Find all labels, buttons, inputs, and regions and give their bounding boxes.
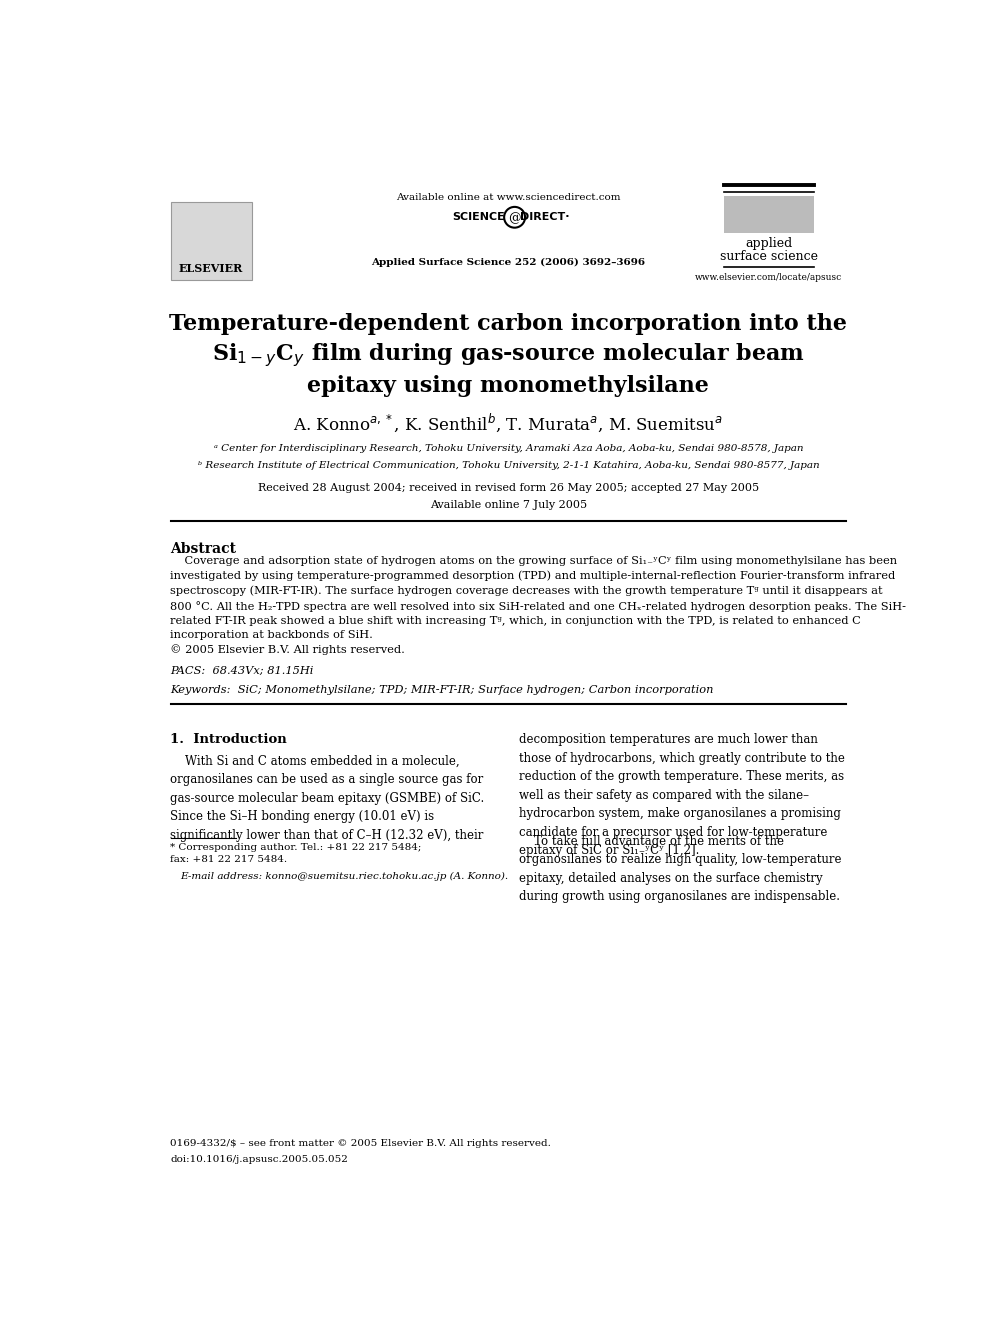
- Text: Temperature-dependent carbon incorporation into the: Temperature-dependent carbon incorporati…: [170, 314, 847, 335]
- Text: * Corresponding author. Tel.: +81 22 217 5484;
fax: +81 22 217 5484.: * Corresponding author. Tel.: +81 22 217…: [171, 843, 422, 864]
- Text: Available online 7 July 2005: Available online 7 July 2005: [430, 500, 587, 511]
- Text: Applied Surface Science 252 (2006) 3692–3696: Applied Surface Science 252 (2006) 3692–…: [371, 258, 646, 267]
- Text: ELSEVIER: ELSEVIER: [179, 262, 243, 274]
- Text: @: @: [508, 212, 521, 225]
- Text: 0169-4332/$ – see front matter © 2005 Elsevier B.V. All rights reserved.: 0169-4332/$ – see front matter © 2005 El…: [171, 1139, 552, 1148]
- Text: To take full advantage of the merits of the
organosilanes to realize high qualit: To take full advantage of the merits of …: [519, 835, 842, 904]
- Text: Abstract: Abstract: [171, 542, 236, 556]
- Text: decomposition temperatures are much lower than
those of hydrocarbons, which grea: decomposition temperatures are much lowe…: [519, 733, 845, 857]
- Text: epitaxy using monomethylsilane: epitaxy using monomethylsilane: [308, 374, 709, 397]
- Text: A. Konno$^{a,*}$, K. Senthil$^{b}$, T. Murata$^{a}$, M. Suemitsu$^{a}$: A. Konno$^{a,*}$, K. Senthil$^{b}$, T. M…: [294, 411, 723, 434]
- Text: E-mail address: konno@suemitsu.riec.tohoku.ac.jp (A. Konno).: E-mail address: konno@suemitsu.riec.toho…: [180, 872, 508, 881]
- Text: surface science: surface science: [720, 250, 817, 263]
- Bar: [171, 202, 252, 280]
- Text: www.elsevier.com/locate/apsusc: www.elsevier.com/locate/apsusc: [695, 273, 842, 282]
- Text: DIRECT·: DIRECT·: [520, 212, 569, 222]
- Text: doi:10.1016/j.apsusc.2005.05.052: doi:10.1016/j.apsusc.2005.05.052: [171, 1155, 348, 1164]
- Text: With Si and C atoms embedded in a molecule,
organosilanes can be used as a singl: With Si and C atoms embedded in a molecu…: [171, 754, 485, 841]
- Text: SCIENCE: SCIENCE: [452, 212, 505, 222]
- Text: Keywords:  SiC; Monomethylsilane; TPD; MIR-FT-IR; Surface hydrogen; Carbon incor: Keywords: SiC; Monomethylsilane; TPD; MI…: [171, 685, 714, 696]
- Bar: [724, 196, 813, 233]
- Text: © 2005 Elsevier B.V. All rights reserved.: © 2005 Elsevier B.V. All rights reserved…: [171, 644, 406, 655]
- Text: Available online at www.sciencedirect.com: Available online at www.sciencedirect.co…: [396, 193, 621, 202]
- Text: Received 28 August 2004; received in revised form 26 May 2005; accepted 27 May 2: Received 28 August 2004; received in rev…: [258, 483, 759, 493]
- Text: PACS:  68.43Vx; 81.15Hi: PACS: 68.43Vx; 81.15Hi: [171, 665, 313, 676]
- Text: applied: applied: [745, 237, 793, 250]
- Text: ᵇ Research Institute of Electrical Communication, Tohoku University, 2-1-1 Katah: ᵇ Research Institute of Electrical Commu…: [197, 460, 819, 470]
- Text: 1.  Introduction: 1. Introduction: [171, 733, 288, 746]
- Text: Coverage and adsorption state of hydrogen atoms on the growing surface of Si₁₋ʸC: Coverage and adsorption state of hydroge…: [171, 556, 907, 640]
- Text: Si$_{1-y}$C$_y$ film during gas-source molecular beam: Si$_{1-y}$C$_y$ film during gas-source m…: [212, 341, 805, 369]
- Text: ᵃ Center for Interdisciplinary Research, Tohoku University, Aramaki Aza Aoba, Ao: ᵃ Center for Interdisciplinary Research,…: [213, 443, 804, 452]
